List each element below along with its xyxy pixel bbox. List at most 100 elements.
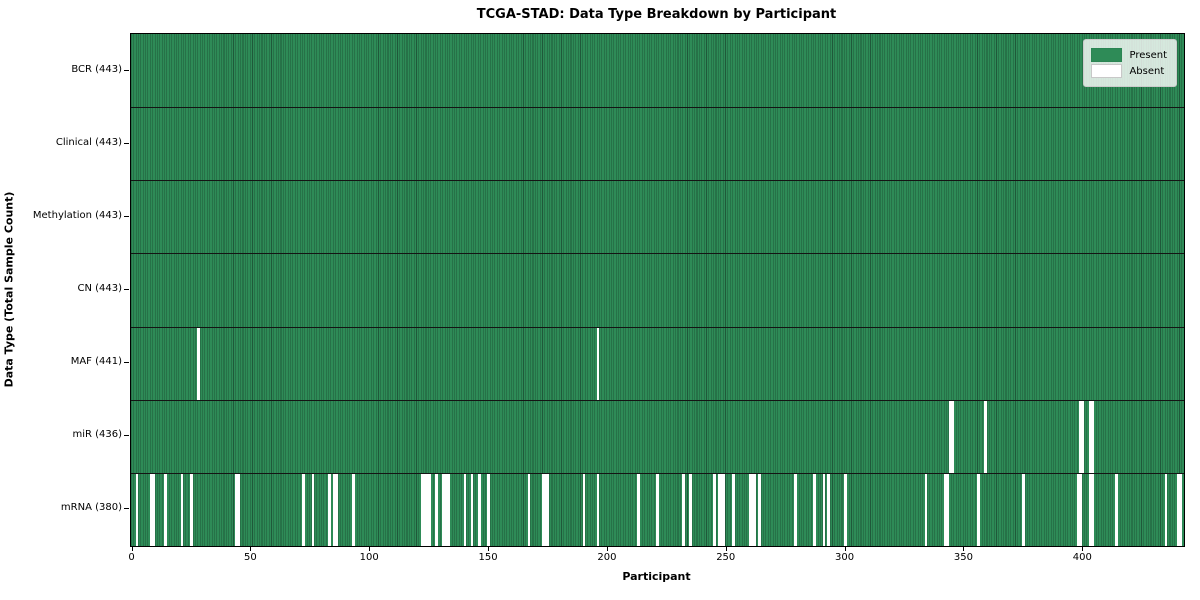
absent-bar bbox=[943, 472, 947, 546]
y-tick-label-miR: miR (436) bbox=[72, 429, 122, 441]
absent-bar bbox=[751, 472, 754, 546]
y-tick-mark bbox=[124, 362, 129, 364]
x-tick-mark bbox=[131, 546, 133, 551]
absent-bar bbox=[596, 472, 600, 546]
x-tick-label: 400 bbox=[1072, 552, 1092, 563]
absent-bar bbox=[1088, 399, 1092, 473]
x-tick-label: 150 bbox=[478, 552, 498, 563]
absent-bar bbox=[582, 472, 586, 546]
absent-bar bbox=[463, 472, 467, 546]
absent-bar bbox=[689, 472, 693, 546]
legend-item-present: Present bbox=[1091, 48, 1167, 62]
absent-bar bbox=[827, 472, 830, 546]
absent-bar bbox=[302, 472, 305, 546]
absent-bar bbox=[682, 472, 685, 546]
y-tick-mark bbox=[124, 289, 129, 290]
y-tick-label-CN: CN (443) bbox=[77, 283, 122, 294]
row-separator bbox=[131, 107, 1184, 109]
legend-absent-label: Absent bbox=[1129, 65, 1165, 77]
absent-bar bbox=[190, 472, 193, 546]
x-tick-label: 50 bbox=[243, 552, 257, 563]
row-separator bbox=[131, 180, 1184, 182]
absent-bar bbox=[813, 472, 816, 546]
x-tick-mark bbox=[725, 546, 727, 551]
absent-bar bbox=[237, 472, 241, 546]
absent-bar bbox=[335, 472, 338, 546]
absent-bar bbox=[423, 472, 426, 546]
heatmap-row-Methylation bbox=[131, 180, 1184, 254]
absent-bar bbox=[527, 472, 531, 546]
absent-bar bbox=[542, 472, 545, 546]
x-axis-label: Participant bbox=[622, 570, 691, 583]
absent-bar bbox=[843, 472, 847, 546]
heatmap-row-Clinical bbox=[131, 107, 1184, 181]
heatmap-row-miR bbox=[131, 399, 1184, 473]
y-tick-mark bbox=[124, 215, 129, 217]
absent-bar bbox=[1081, 399, 1085, 473]
absent-bar bbox=[1091, 399, 1094, 473]
x-tick-mark bbox=[488, 546, 490, 551]
x-tick-label: 200 bbox=[597, 552, 617, 563]
absent-bar bbox=[1179, 472, 1182, 546]
absent-bar bbox=[135, 472, 139, 546]
absent-bar bbox=[544, 472, 548, 546]
absent-bar bbox=[1076, 472, 1080, 546]
absent-bar bbox=[948, 399, 952, 473]
absent-bar bbox=[758, 472, 761, 546]
absent-bar bbox=[1088, 472, 1092, 546]
legend-item-absent: Absent bbox=[1091, 64, 1167, 78]
absent-bar bbox=[1114, 472, 1118, 546]
absent-bar bbox=[718, 472, 721, 546]
legend-absent-swatch bbox=[1091, 64, 1123, 78]
row-separator bbox=[131, 326, 1184, 328]
row-separator bbox=[131, 399, 1184, 401]
heatmap-row-MAF bbox=[131, 326, 1184, 400]
absent-bar bbox=[1022, 472, 1025, 546]
absent-bar bbox=[442, 472, 445, 546]
absent-bar bbox=[152, 472, 155, 546]
y-tick-mark bbox=[124, 508, 129, 510]
absent-bar bbox=[1176, 472, 1180, 546]
x-tick-mark bbox=[844, 546, 846, 551]
legend: Present Absent bbox=[1083, 39, 1177, 87]
absent-bar bbox=[546, 472, 550, 546]
y-tick-label-Clinical: Clinical (443) bbox=[55, 136, 122, 148]
absent-bar bbox=[435, 472, 438, 546]
x-tick-label: 300 bbox=[835, 552, 855, 563]
heatmap-row-BCR bbox=[131, 34, 1184, 108]
absent-bar bbox=[984, 399, 987, 473]
x-tick-label: 350 bbox=[953, 552, 973, 563]
row-separator bbox=[131, 253, 1184, 255]
absent-bar bbox=[425, 472, 429, 546]
x-tick-mark bbox=[369, 546, 371, 551]
plot-area: Present Absent bbox=[130, 33, 1185, 547]
x-tick-mark bbox=[606, 546, 608, 551]
absent-bar bbox=[447, 472, 450, 546]
heatmap-row-CN bbox=[131, 253, 1184, 327]
absent-bar bbox=[477, 472, 481, 546]
heatmap-row-mRNA bbox=[131, 472, 1184, 546]
absent-bar bbox=[428, 472, 431, 546]
absent-bar bbox=[713, 472, 716, 546]
y-tick-label-MAF: MAF (441) bbox=[70, 356, 122, 368]
absent-bar bbox=[1079, 472, 1082, 546]
absent-bar bbox=[487, 472, 490, 546]
y-tick-mark bbox=[124, 142, 129, 144]
chart-title: TCGA-STAD: Data Type Breakdown by Partic… bbox=[476, 7, 837, 22]
absent-bar bbox=[732, 472, 735, 546]
absent-bar bbox=[722, 472, 726, 546]
y-tick-label-Methylation: Methylation (443) bbox=[32, 209, 122, 221]
absent-bar bbox=[197, 326, 201, 400]
y-tick-mark bbox=[124, 69, 129, 71]
x-tick-mark bbox=[963, 546, 965, 551]
absent-bar bbox=[596, 326, 600, 400]
absent-bar bbox=[311, 472, 315, 546]
absent-bar bbox=[420, 472, 424, 546]
x-tick-label: 0 bbox=[128, 552, 135, 563]
absent-bar bbox=[149, 472, 153, 546]
absent-bar bbox=[794, 472, 797, 546]
absent-bar bbox=[180, 472, 184, 546]
row-separator bbox=[131, 472, 1184, 474]
absent-bar bbox=[164, 472, 167, 546]
